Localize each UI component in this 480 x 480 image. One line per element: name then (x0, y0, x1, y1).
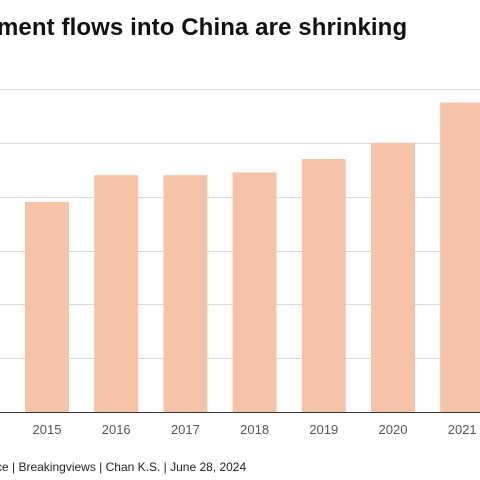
x-tick-label: 2018 (240, 422, 269, 437)
x-tick-label: 2016 (102, 422, 131, 437)
x-tick-label: 2019 (309, 422, 338, 437)
bar-2016 (94, 175, 139, 412)
chart-title: estment flows into China are shrinking (0, 14, 408, 41)
x-tick-label: 2017 (171, 422, 200, 437)
bars (25, 102, 480, 413)
bar-2021 (440, 102, 480, 412)
x-tick-label: 2021 (448, 422, 477, 437)
x-tick-label: 2015 (33, 422, 62, 437)
x-tick-label: 2020 (379, 422, 408, 437)
bar-2020 (371, 142, 415, 413)
bar-2015 (25, 202, 69, 412)
bar-2017 (163, 175, 208, 412)
bar-2018 (232, 172, 277, 412)
chart-source: rce | Breakingviews | Chan K.S. | June 2… (0, 460, 247, 474)
x-axis-labels: 2015 2016 2017 2018 2019 2020 2021 (33, 422, 477, 437)
bar-2019 (301, 159, 346, 412)
